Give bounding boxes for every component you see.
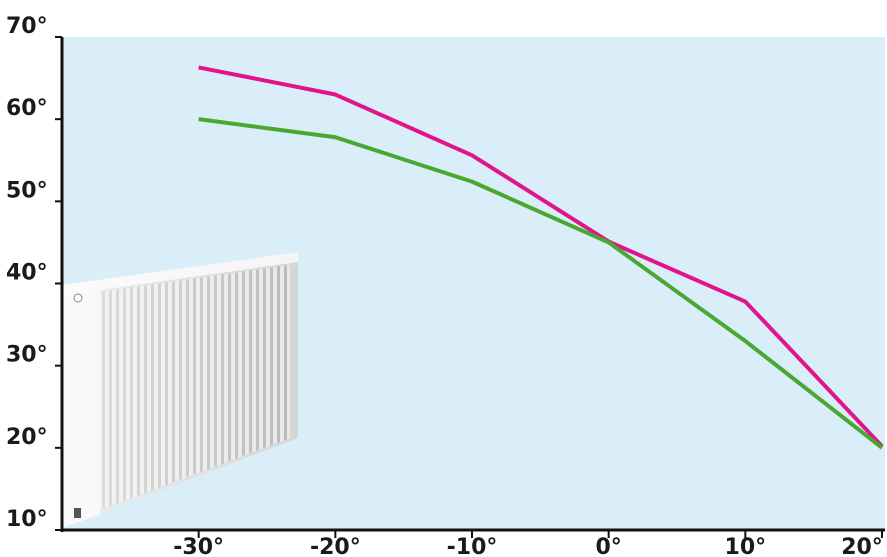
x-tick-label: -10° [447,535,498,557]
radiator-illustration [62,252,298,528]
y-tick-label: 30° [6,343,48,368]
x-tick-label: -20° [310,535,361,557]
series-line [198,117,884,450]
y-tick-label: 60° [6,96,48,121]
y-tick-label: 50° [6,178,48,203]
x-tick-label: -30° [173,535,224,557]
y-tick-label: 70° [6,14,48,39]
x-tick-label: 0° [596,535,622,557]
y-tick-label: 20° [6,425,48,450]
series-line [198,65,884,448]
x-tick-label: 10° [725,535,767,557]
y-tick-label: 10° [6,507,48,532]
y-tick-label: 40° [6,261,48,286]
x-tick-label: 20° [841,535,883,557]
